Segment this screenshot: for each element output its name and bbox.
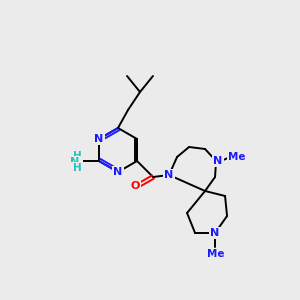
Text: Me: Me [207,249,225,259]
Text: N: N [94,134,104,144]
Text: N: N [210,228,220,238]
Text: N: N [70,157,80,167]
Text: N: N [113,167,123,177]
Text: H: H [73,163,81,173]
Text: Me: Me [228,152,246,162]
Text: O: O [130,181,140,191]
Text: H: H [73,151,81,161]
Text: N: N [213,156,223,166]
Text: N: N [164,170,174,180]
